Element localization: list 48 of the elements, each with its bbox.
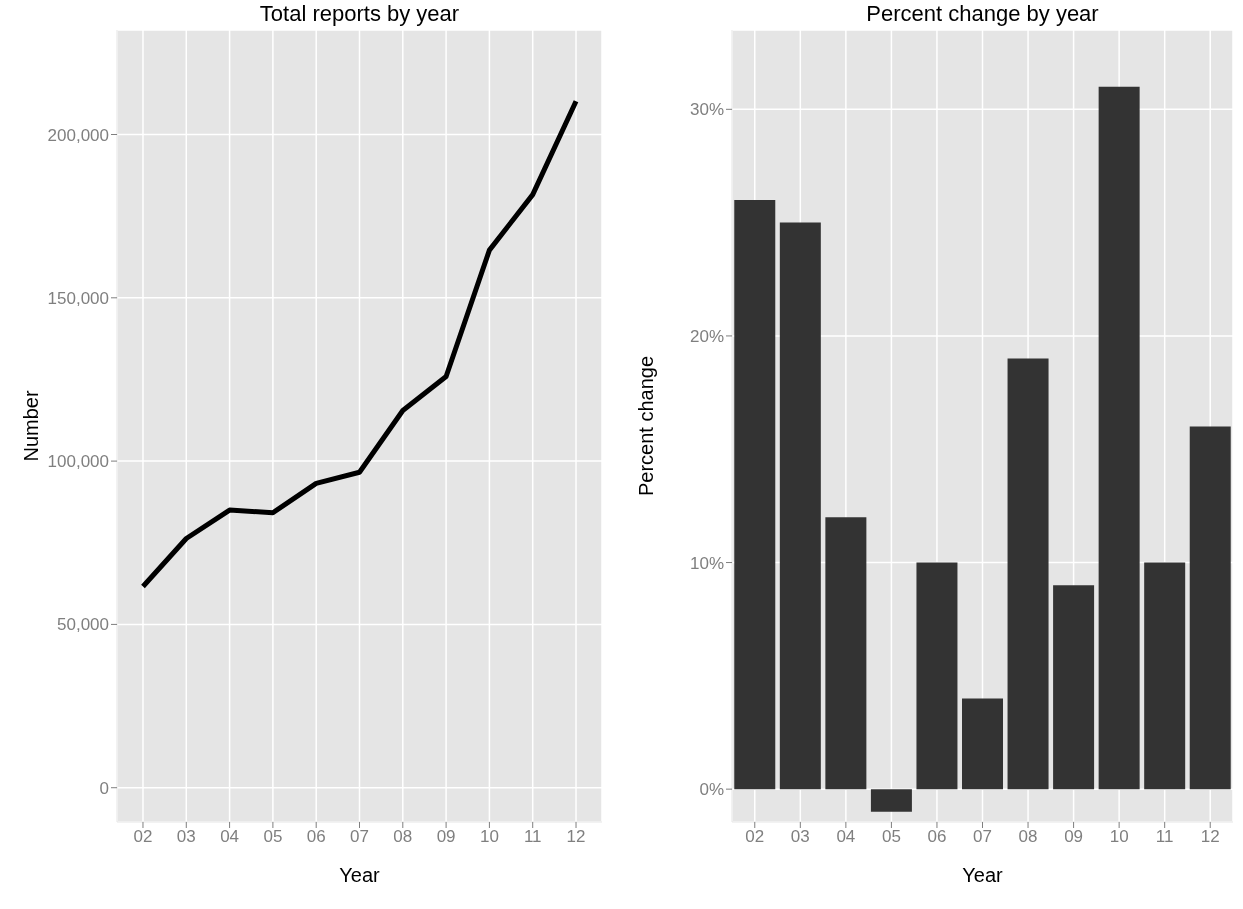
bar <box>1053 585 1095 790</box>
y-axis-title: Number <box>20 390 43 462</box>
x-tick-label: 03 <box>176 827 196 847</box>
x-tick-label: 02 <box>133 827 153 847</box>
y-tick-label: 10% <box>689 553 724 573</box>
x-axis-title: Year <box>962 864 1004 886</box>
y-tick-label: 200,000 <box>47 125 109 145</box>
x-tick-label: 06 <box>927 827 947 847</box>
bar <box>1007 358 1049 790</box>
x-tick-label: 12 <box>566 827 586 847</box>
x-tick-label: 04 <box>220 827 240 847</box>
x-tick-label: 11 <box>1155 827 1174 847</box>
bar <box>1189 426 1231 790</box>
chart-title: Percent change by year <box>865 0 1100 28</box>
bar <box>1144 562 1186 790</box>
x-tick-label: 12 <box>1200 827 1220 847</box>
bar <box>962 698 1003 790</box>
y-tick-label: 20% <box>689 326 724 346</box>
x-tick-label: 02 <box>745 827 765 847</box>
bar <box>825 517 867 790</box>
bar <box>1098 86 1140 790</box>
x-tick-label: 03 <box>790 827 810 847</box>
x-tick-label: 07 <box>350 827 369 847</box>
y-tick-label: 50,000 <box>57 615 109 635</box>
x-tick-label: 09 <box>436 827 456 847</box>
x-tick-label: 05 <box>881 827 901 847</box>
y-tick-label: 100,000 <box>47 452 109 472</box>
y-tick-label: 150,000 <box>47 288 109 308</box>
x-tick-label: 07 <box>973 827 992 847</box>
x-tick-label: 09 <box>1064 827 1084 847</box>
x-tick-label: 06 <box>306 827 326 847</box>
y-tick-label: 0 <box>99 778 109 798</box>
y-axis-title: Percent change <box>635 355 658 497</box>
bar <box>916 562 958 790</box>
x-tick-label: 10 <box>1109 827 1129 847</box>
y-tick-label: 30% <box>689 100 724 120</box>
x-tick-label: 08 <box>1018 827 1038 847</box>
y-tick-label: 0% <box>699 780 724 800</box>
x-axis-title: Year <box>339 864 381 886</box>
chart-title: Total reports by year <box>258 0 461 28</box>
x-tick-label: 11 <box>523 827 542 847</box>
x-tick-label: 08 <box>393 827 413 847</box>
x-tick-label: 10 <box>479 827 499 847</box>
bar <box>779 222 821 790</box>
bar <box>870 789 912 812</box>
x-tick-label: 04 <box>836 827 856 847</box>
bar <box>734 199 776 790</box>
x-tick-label: 05 <box>263 827 283 847</box>
